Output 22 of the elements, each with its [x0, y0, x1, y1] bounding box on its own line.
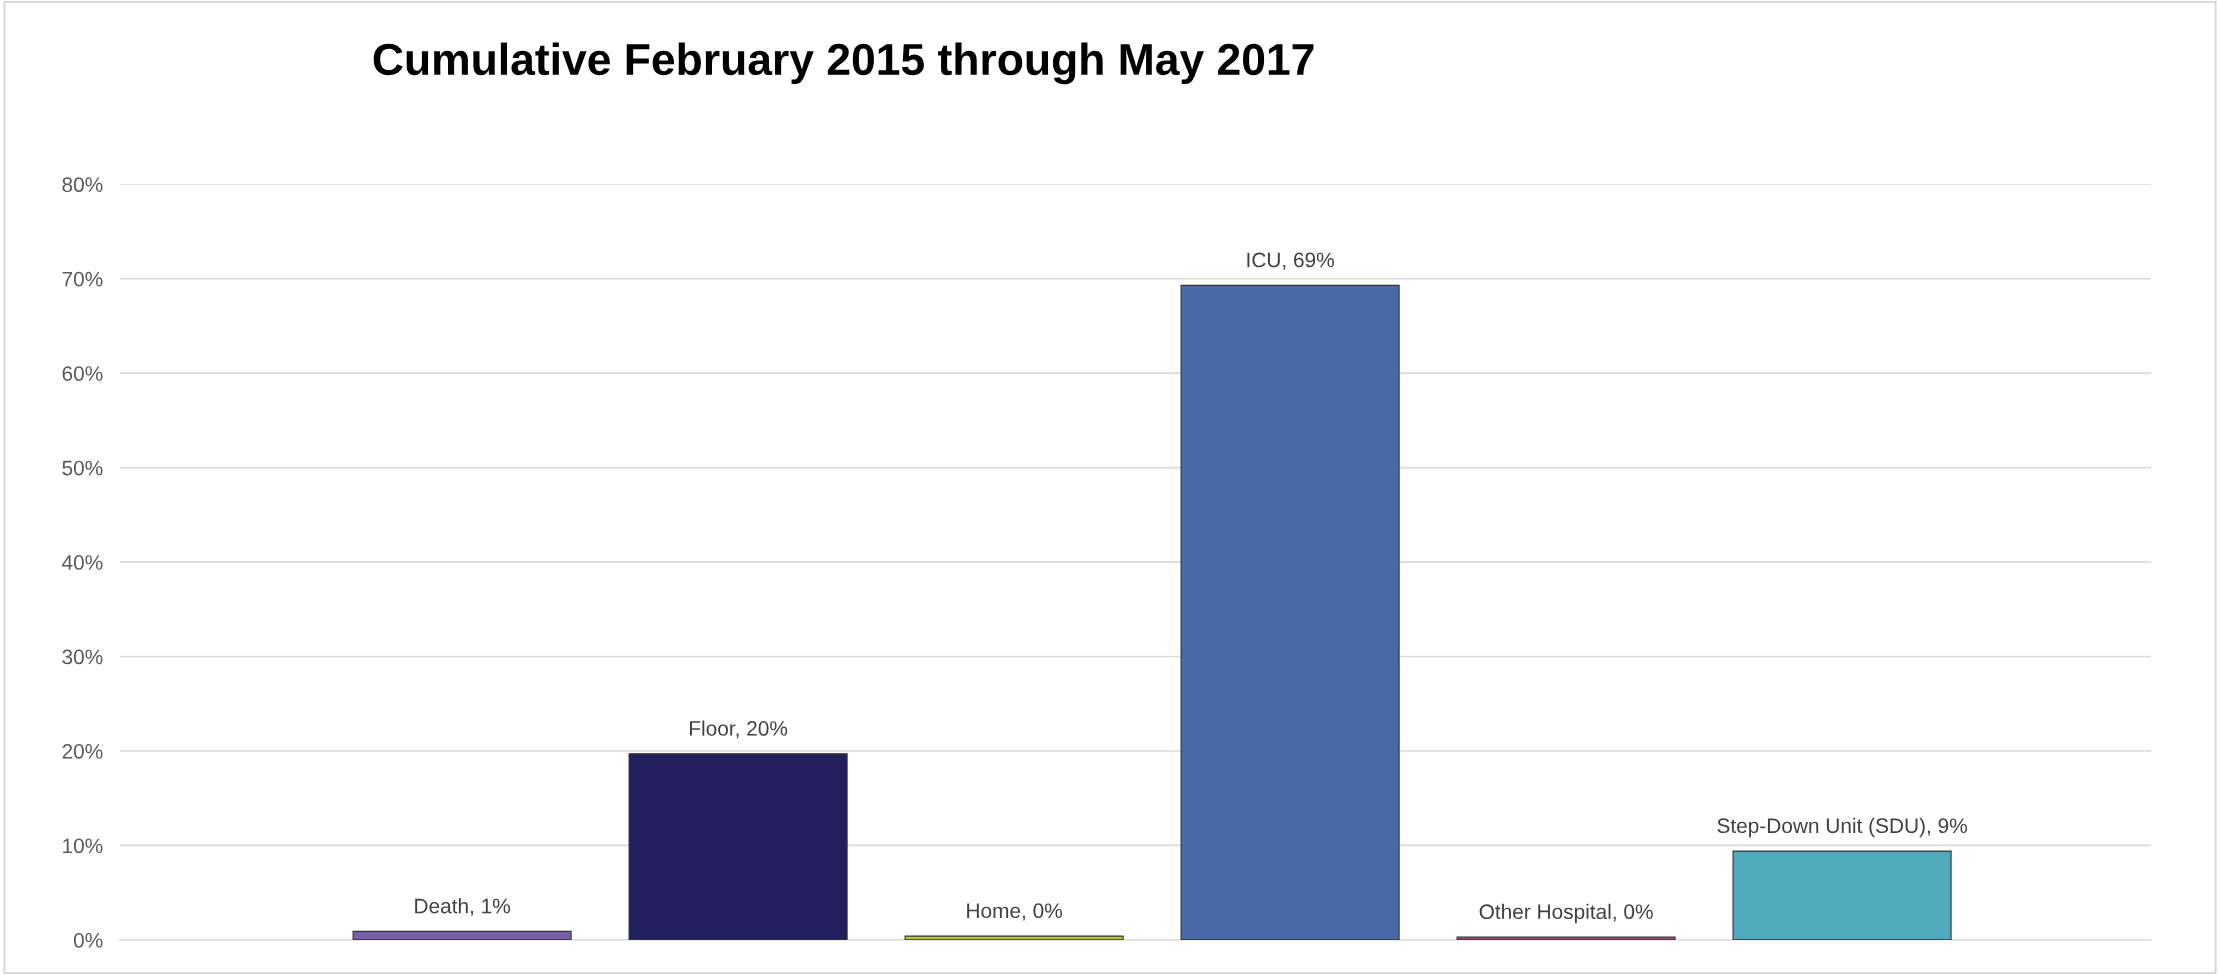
- bar: [904, 935, 1124, 940]
- data-label: Floor, 20%: [690, 720, 788, 739]
- data-label: Step-Down Unit (SDU), 9%: [1717, 817, 1967, 838]
- chart-title: Cumulative February 2015 through May 2017: [373, 42, 1314, 85]
- bar: [1732, 850, 1952, 940]
- y-tick-label: 80%: [62, 177, 103, 193]
- data-label: Home, 0%: [967, 903, 1062, 921]
- data-label: Other Hospital, 0%: [1479, 903, 1653, 924]
- bar: [1456, 936, 1676, 940]
- bar: [628, 753, 848, 940]
- y-tick-label: 0%: [73, 932, 103, 948]
- bar: [1180, 284, 1400, 940]
- y-tick-label: 60%: [62, 366, 103, 381]
- y-tick-label: 20%: [62, 743, 103, 759]
- y-tick-label: 50%: [62, 460, 103, 476]
- bar: [352, 930, 572, 940]
- y-tick-label: 30%: [62, 649, 103, 665]
- y-tick-label: 10%: [63, 838, 103, 854]
- data-label: ICU, 69%: [1247, 252, 1334, 270]
- y-tick-label: 70%: [62, 271, 103, 287]
- data-label: Death, 1%: [415, 898, 511, 916]
- y-tick-label: 40%: [62, 555, 103, 570]
